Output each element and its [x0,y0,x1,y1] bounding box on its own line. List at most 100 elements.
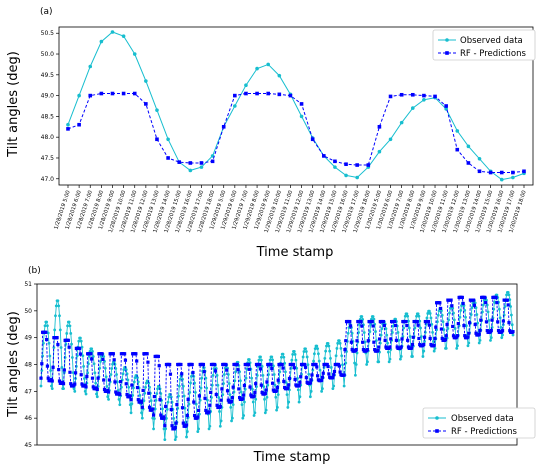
panel-b-observed-point [312,352,316,356]
panel-a-x-axis-label: Time stamp [256,245,334,260]
panel-b-observed-point [312,359,315,363]
panel-b-observed-point [250,376,254,380]
panel-b-observed-point [243,400,246,404]
panel-b-prediction-point [433,336,437,341]
panel-b-observed-point [292,350,296,353]
panel-b-prediction-point [338,370,342,374]
panel-b-observed-point [278,370,282,374]
panel-b-observed-point [353,373,357,377]
panel-b-prediction-point [152,394,156,399]
panel-b-observed-point [452,311,455,315]
panel-b-prediction-point [332,369,337,374]
panel-b-prediction-point [68,370,72,374]
panel-a-prediction-point [177,160,182,164]
panel-b-observed-point [418,319,422,323]
panel-b-prediction-point [394,323,398,328]
panel-b-observed-point [309,389,313,393]
panel-a-prediction-point [155,137,159,142]
panel-b-prediction-point [44,330,48,334]
panel-b-observed-point [110,367,114,370]
panel-b-observed-point [444,347,448,350]
panel-b-observed-point [403,314,407,318]
panel-b-prediction-point [174,421,178,425]
panel-a-observed-point [199,165,204,169]
panel-b-observed-point [208,424,212,428]
panel-b-observed-point [229,405,233,409]
panel-b-observed-point [182,394,186,398]
panel-b-observed-point [431,340,435,343]
panel-b-observed-point [386,350,390,354]
panel-b-prediction-point [140,405,144,409]
panel-b-observed-point [511,333,515,337]
panel-b-observed-point [210,383,214,387]
panel-b-observed-point [291,352,295,356]
panel-a-observed-point [66,122,70,127]
panel-b-observed-point [87,362,90,366]
panel-b-observed-point [397,339,401,342]
panel-b-observed-point [341,363,344,367]
panel-a-observed-point [121,34,126,38]
panel-b-observed-point [327,344,331,348]
panel-b-prediction-point [186,397,190,401]
panel-a-prediction-point [511,170,515,175]
panel-b-prediction-point [467,321,472,325]
panel-b-observed-point [296,376,299,380]
panel-b-observed-point [56,299,60,303]
panel-b-observed-point [216,383,220,387]
panel-b-observed-point [509,313,513,317]
panel-a-y-tick-label: 47.5 [41,155,55,162]
panel-a-series-predictions [66,91,526,175]
panel-b-observed-point [83,377,86,380]
panel-a-prediction-point [77,122,81,127]
panel-b-prediction-point [461,301,465,306]
panel-b-observed-point [302,350,306,353]
panel-b-observed-point [337,339,341,343]
panel-b-prediction-point [219,398,223,402]
panel-b-prediction-point [270,366,274,371]
panel-b-observed-point [481,310,484,314]
panel-a-prediction-point [388,94,393,99]
panel-b-prediction-point [80,382,84,386]
panel-b-prediction-point [180,372,184,376]
panel-b-observed-point [67,320,71,324]
panel-b-prediction-point [472,303,477,307]
panel-b-observed-point [267,373,270,376]
panel-b-observed-point [426,312,430,315]
panel-b-observed-point [478,338,482,342]
panel-b-observed-point [265,395,269,399]
panel-b-observed-point [240,403,244,407]
panel-b-observed-point [50,384,53,388]
panel-a-prediction-point [444,104,448,108]
panel-b-prediction-point [314,362,318,367]
panel-a-observed-point [110,30,115,34]
panel-b-observed-point [59,346,63,349]
panel-b-observed-point [374,339,378,343]
panel-b-observed-point [167,395,171,399]
panel-b-prediction-point [320,375,325,379]
panel-b-observed-point [69,332,73,335]
panel-b-prediction-point [90,376,95,380]
panel-b-observed-point [57,304,61,308]
panel-b-prediction-point [275,385,280,390]
panel-b-prediction-point [225,389,230,393]
panel-b-observed-point [272,373,276,376]
panel-b-observed-point [93,371,97,375]
panel-b-prediction-point [291,362,296,367]
panel-a-prediction-point [233,93,237,98]
panel-b-observed-point [234,370,237,374]
panel-b-observed-point [416,312,420,316]
panel-b-prediction-point [159,413,163,417]
panel-b-observed-point [280,355,283,359]
panel-b-observed-point [66,324,69,328]
panel-b-prediction-point [146,360,150,364]
panel-b-observed-point [95,392,98,396]
panel-b-prediction-point [124,382,128,386]
panel-a-prediction-point [377,124,382,129]
panel-b-prediction-point [404,319,408,324]
panel-b-observed-point [87,355,91,358]
panel-b-prediction-point [258,362,262,367]
panel-b-observed-point [505,293,508,297]
panel-b-observed-point [284,370,287,374]
panel-b-observed-point [471,301,475,305]
